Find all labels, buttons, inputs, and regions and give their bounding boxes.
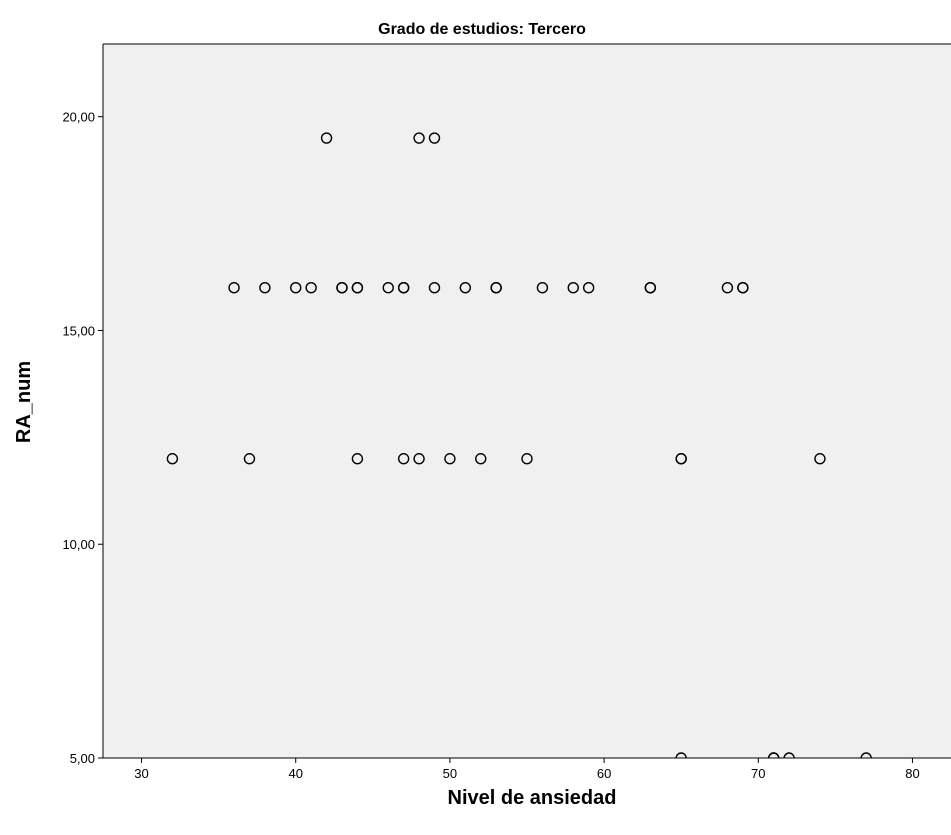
data-point [767,752,780,758]
data-point [783,752,795,758]
data-point [567,282,579,294]
y-axis-title: RA_num [13,361,35,443]
data-point [351,453,364,465]
data-point [382,282,394,294]
data-point [860,752,872,758]
x-axis-title: Nivel de ansiedad [448,787,617,809]
x-tick-label: 50 [443,766,457,781]
y-tick-label: 15,00 [62,323,95,338]
data-point [459,282,472,294]
x-axis-ticks: 30 40 50 60 70 80 [134,758,920,781]
chart-title: Grado de estudios: Tercero [378,21,586,38]
x-tick-label: 30 [134,766,148,781]
data-point [521,453,533,465]
data-point [243,453,256,465]
data-point [475,453,487,465]
data-point [413,132,425,144]
data-point [290,282,302,294]
data-point [536,282,549,294]
data-point [582,282,595,294]
x-tick-label: 70 [751,766,765,781]
data-point [737,282,749,294]
data-point [644,282,657,294]
data-point [397,453,410,465]
data-point [336,282,348,294]
data-point [428,282,441,294]
x-tick-label: 80 [905,766,919,781]
data-point [320,132,333,144]
data-point [444,453,456,465]
data-point [259,282,271,294]
data-point [166,453,179,465]
y-tick-label: 10,00 [62,537,95,552]
plot-area [103,44,951,758]
data-point [721,282,734,294]
data-point [351,282,364,294]
x-tick-label: 60 [597,766,611,781]
y-tick-label: 20,00 [62,110,95,125]
y-axis-ticks: 5,00 10,00 15,00 20,00 [62,110,103,766]
x-tick-label: 40 [288,766,302,781]
data-point [675,752,687,758]
data-point [490,282,502,294]
data-point [228,282,240,294]
data-point [305,282,317,294]
data-point [397,282,410,294]
data-point [675,453,687,465]
scatter-points [166,132,872,758]
data-point [428,132,441,144]
y-tick-label: 5,00 [70,751,95,766]
data-point [814,453,826,465]
data-point [413,453,425,465]
